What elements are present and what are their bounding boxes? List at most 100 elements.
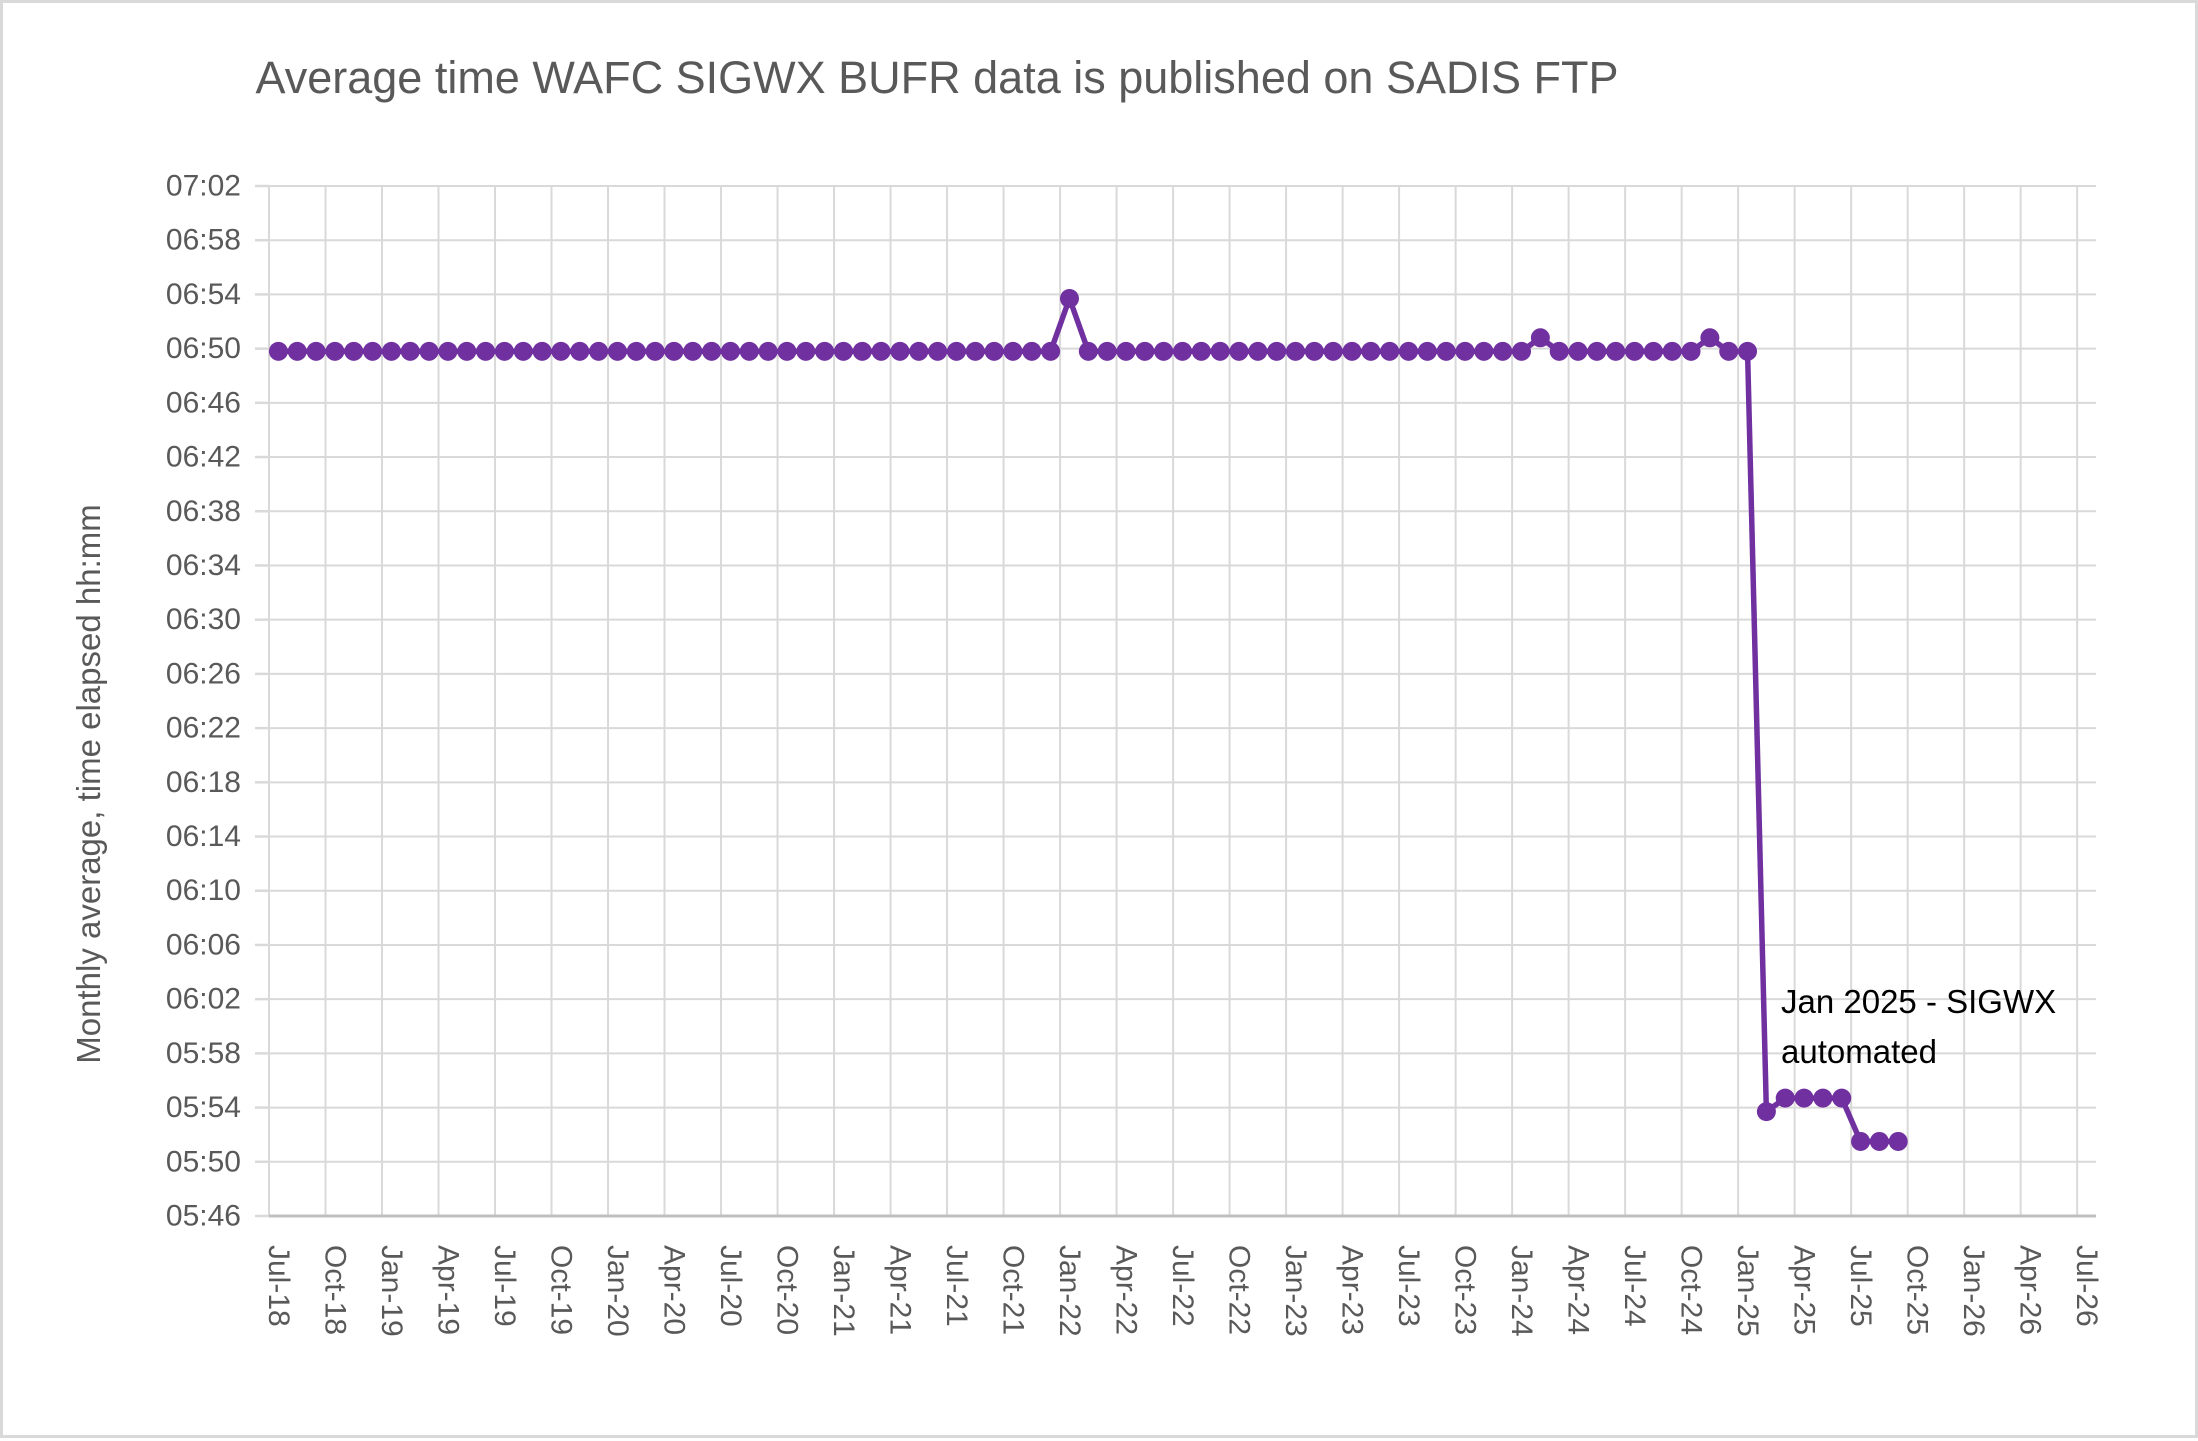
data-point xyxy=(1248,341,1268,361)
x-tick-label: Jan-23 xyxy=(1279,1245,1312,1337)
data-point xyxy=(796,341,816,361)
x-tick-label: Jul-18 xyxy=(262,1245,295,1327)
y-tick-label: 06:26 xyxy=(166,657,241,690)
x-tick-label: Apr-26 xyxy=(2014,1245,2047,1335)
data-point xyxy=(1059,288,1079,308)
data-point xyxy=(1135,341,1155,361)
data-point xyxy=(645,341,665,361)
x-tick-label: Jan-20 xyxy=(601,1245,634,1337)
data-point xyxy=(1625,341,1645,361)
data-point xyxy=(287,341,307,361)
data-point xyxy=(815,341,835,361)
x-tick-label: Oct-21 xyxy=(996,1245,1029,1335)
data-point xyxy=(1794,1088,1814,1108)
annotation-line-2: automated xyxy=(1781,1033,1937,1070)
data-point xyxy=(1380,341,1400,361)
y-tick-label: 06:38 xyxy=(166,495,241,528)
data-point xyxy=(946,341,966,361)
data-point xyxy=(570,341,590,361)
x-tick-label: Oct-23 xyxy=(1449,1245,1482,1335)
x-tick-label: Apr-22 xyxy=(1109,1245,1142,1335)
y-tick-label: 05:46 xyxy=(166,1200,241,1233)
data-point xyxy=(1888,1131,1908,1151)
data-point xyxy=(1323,341,1343,361)
data-point xyxy=(1154,341,1174,361)
chart-title: Average time WAFC SIGWX BUFR data is pub… xyxy=(256,52,1619,103)
data-point xyxy=(1700,328,1720,348)
data-point xyxy=(381,341,401,361)
data-point xyxy=(1078,341,1098,361)
x-tick-label: Jul-26 xyxy=(2070,1245,2103,1327)
data-point xyxy=(1267,341,1287,361)
data-point xyxy=(1775,1088,1795,1108)
y-tick-label: 06:58 xyxy=(166,224,241,257)
y-tick-label: 06:30 xyxy=(166,603,241,636)
data-point xyxy=(1097,341,1117,361)
x-tick-label: Apr-24 xyxy=(1562,1245,1595,1335)
data-point xyxy=(476,341,496,361)
data-point xyxy=(1512,341,1532,361)
x-tick-label: Jan-21 xyxy=(827,1245,860,1337)
y-tick-label: 06:54 xyxy=(166,278,241,311)
data-point xyxy=(1738,341,1758,361)
x-tick-label: Jul-23 xyxy=(1392,1245,1425,1327)
data-point xyxy=(852,341,872,361)
data-point xyxy=(1173,341,1192,361)
y-tick-label: 06:14 xyxy=(166,820,241,853)
y-tick-label: 05:54 xyxy=(166,1091,241,1124)
data-point xyxy=(1662,341,1682,361)
data-point xyxy=(363,341,383,361)
data-point xyxy=(551,341,571,361)
data-point xyxy=(1022,341,1042,361)
x-tick-label: Jan-19 xyxy=(375,1245,408,1337)
data-point xyxy=(1643,341,1663,361)
x-tick-label: Apr-25 xyxy=(1788,1245,1821,1335)
data-point xyxy=(984,341,1004,361)
data-point xyxy=(1116,341,1136,361)
data-point xyxy=(833,341,853,361)
y-tick-label: 06:50 xyxy=(166,332,241,365)
data-point xyxy=(1587,341,1607,361)
x-tick-label: Jan-26 xyxy=(1957,1245,1990,1337)
x-tick-label: Apr-20 xyxy=(657,1245,690,1335)
x-tick-label: Jul-22 xyxy=(1166,1245,1199,1327)
data-point xyxy=(400,341,420,361)
data-point xyxy=(626,341,646,361)
x-tick-label: Jan-24 xyxy=(1505,1245,1538,1337)
data-point xyxy=(909,341,929,361)
data-point xyxy=(777,341,797,361)
y-tick-label: 05:50 xyxy=(166,1145,241,1178)
data-point xyxy=(720,341,740,361)
y-tick-label: 07:02 xyxy=(166,170,241,203)
data-point xyxy=(607,341,627,361)
data-point xyxy=(1474,341,1494,361)
y-tick-label: 06:46 xyxy=(166,386,241,419)
data-point xyxy=(965,341,985,361)
data-point xyxy=(758,341,778,361)
y-tick-label: 06:06 xyxy=(166,928,241,961)
y-tick-label: 06:42 xyxy=(166,441,241,474)
x-tick-label: Jul-25 xyxy=(1844,1245,1877,1327)
data-point xyxy=(589,341,609,361)
x-tick-label: Oct-24 xyxy=(1675,1245,1708,1335)
x-tick-label: Jan-25 xyxy=(1731,1245,1764,1337)
data-point xyxy=(1229,341,1249,361)
data-point xyxy=(739,341,759,361)
data-point xyxy=(1549,341,1569,361)
data-point xyxy=(1003,341,1023,361)
data-point xyxy=(344,341,364,361)
x-tick-label: Oct-25 xyxy=(1901,1245,1934,1335)
plot-area: 07:02 06:58 06:54 06:50 06:46 06:42 06:38 06:34… xyxy=(166,170,2103,1337)
x-tick-label: Apr-19 xyxy=(431,1245,464,1335)
series-line xyxy=(275,295,1901,1145)
y-tick-label: 06:34 xyxy=(166,549,241,582)
data-point xyxy=(1813,1088,1833,1108)
data-point xyxy=(702,341,722,361)
data-point xyxy=(1681,341,1701,361)
data-point xyxy=(1832,1088,1852,1108)
data-point xyxy=(1851,1131,1871,1151)
data-point xyxy=(928,341,948,361)
y-tick-label: 06:22 xyxy=(166,712,241,745)
data-point xyxy=(494,341,514,361)
